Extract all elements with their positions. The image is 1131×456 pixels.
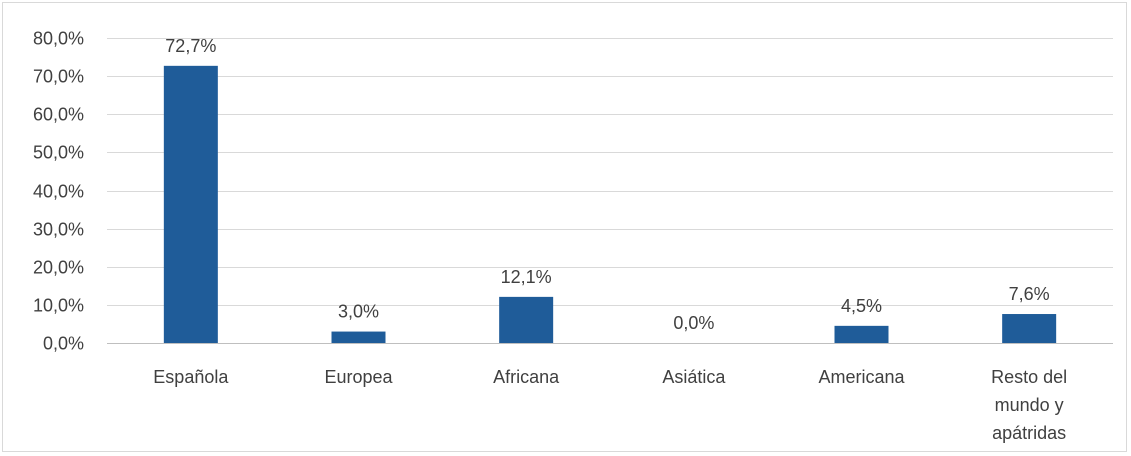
y-tick-label: 40,0% [33,182,84,202]
y-tick-label: 50,0% [33,143,84,163]
bars [164,66,1056,343]
category-label-line: Africana [493,367,560,387]
data-label: 72,7% [165,36,216,56]
category-label-line: Americana [818,367,905,387]
y-tick-label: 10,0% [33,296,84,316]
y-tick-label: 70,0% [33,67,84,87]
y-axis-tick-labels: 0,0% 10,0% 20,0% 30,0% 40,0% 50,0% 60,0% 70,0% 8… [33,29,84,354]
category-label-line: apátridas [992,423,1066,443]
data-label: 12,1% [501,267,552,287]
bar [835,326,889,343]
y-tick-label: 80,0% [33,29,84,49]
category-label-line: Española [153,367,229,387]
category-label: Europea [324,367,393,387]
data-label: 3,0% [338,302,379,322]
gridlines [107,39,1113,344]
bar [1002,314,1056,343]
data-label: 7,6% [1009,284,1050,304]
category-label: Española [153,367,229,387]
category-label: Americana [818,367,905,387]
bar [164,66,218,343]
data-label: 4,5% [841,296,882,316]
y-tick-label: 60,0% [33,105,84,125]
category-labels: Española Europea Africana Asiática Americana… [153,367,1067,443]
y-tick-label: 30,0% [33,220,84,240]
category-label-line: Europea [324,367,393,387]
category-label: Asiática [662,367,726,387]
category-label-line: Asiática [662,367,726,387]
bar [332,332,386,343]
data-labels: 72,7% 3,0% 12,1% 0,0% 4,5% 7,6% [165,36,1049,333]
category-label: Resto del mundo y apátridas [991,367,1067,443]
data-label: 0,0% [673,313,714,333]
category-label-line: mundo y [995,395,1064,415]
category-label: Africana [493,367,560,387]
category-label-line: Resto del [991,367,1067,387]
y-tick-label: 0,0% [43,334,84,354]
bar [499,297,553,343]
y-tick-label: 20,0% [33,258,84,278]
